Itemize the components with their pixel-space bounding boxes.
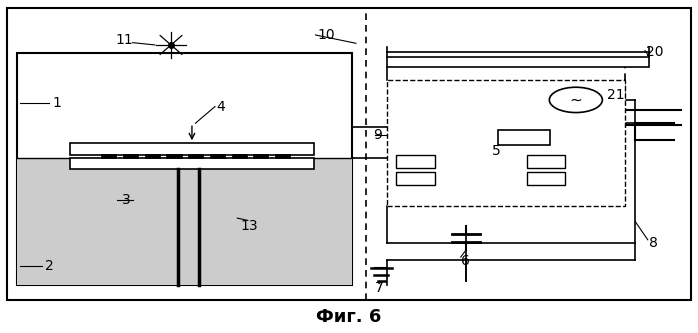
Text: 6: 6 [461,254,470,268]
Text: Фиг. 6: Фиг. 6 [316,308,382,326]
Text: 9: 9 [373,128,383,142]
Text: 5: 5 [492,144,501,158]
Bar [275,154,290,158]
Text: 20: 20 [646,45,663,59]
Text: 3: 3 [122,193,131,207]
Bar [232,154,246,158]
Bar [17,158,352,285]
Bar [527,155,565,168]
Bar [498,130,550,145]
Bar [527,172,565,185]
Text: 10: 10 [318,28,335,42]
Bar [7,8,691,300]
Bar [144,154,160,158]
Text: 13: 13 [241,219,258,233]
Bar [387,57,649,67]
Text: 7: 7 [375,281,384,295]
Bar [188,154,203,158]
Bar [70,158,314,169]
Text: 2: 2 [45,259,54,273]
Text: 1: 1 [52,96,61,110]
Bar [70,143,314,155]
Bar [253,154,269,158]
Text: 4: 4 [216,100,225,114]
Text: 8: 8 [649,236,658,250]
Text: 11: 11 [115,33,133,47]
Bar [101,154,117,158]
Bar [166,154,181,158]
Bar [123,154,138,158]
Bar [210,154,225,158]
Bar [396,172,435,185]
Text: ~: ~ [570,92,582,108]
Bar [387,80,625,206]
Bar [396,155,435,168]
Text: 21: 21 [607,88,625,102]
Bar [17,53,352,285]
